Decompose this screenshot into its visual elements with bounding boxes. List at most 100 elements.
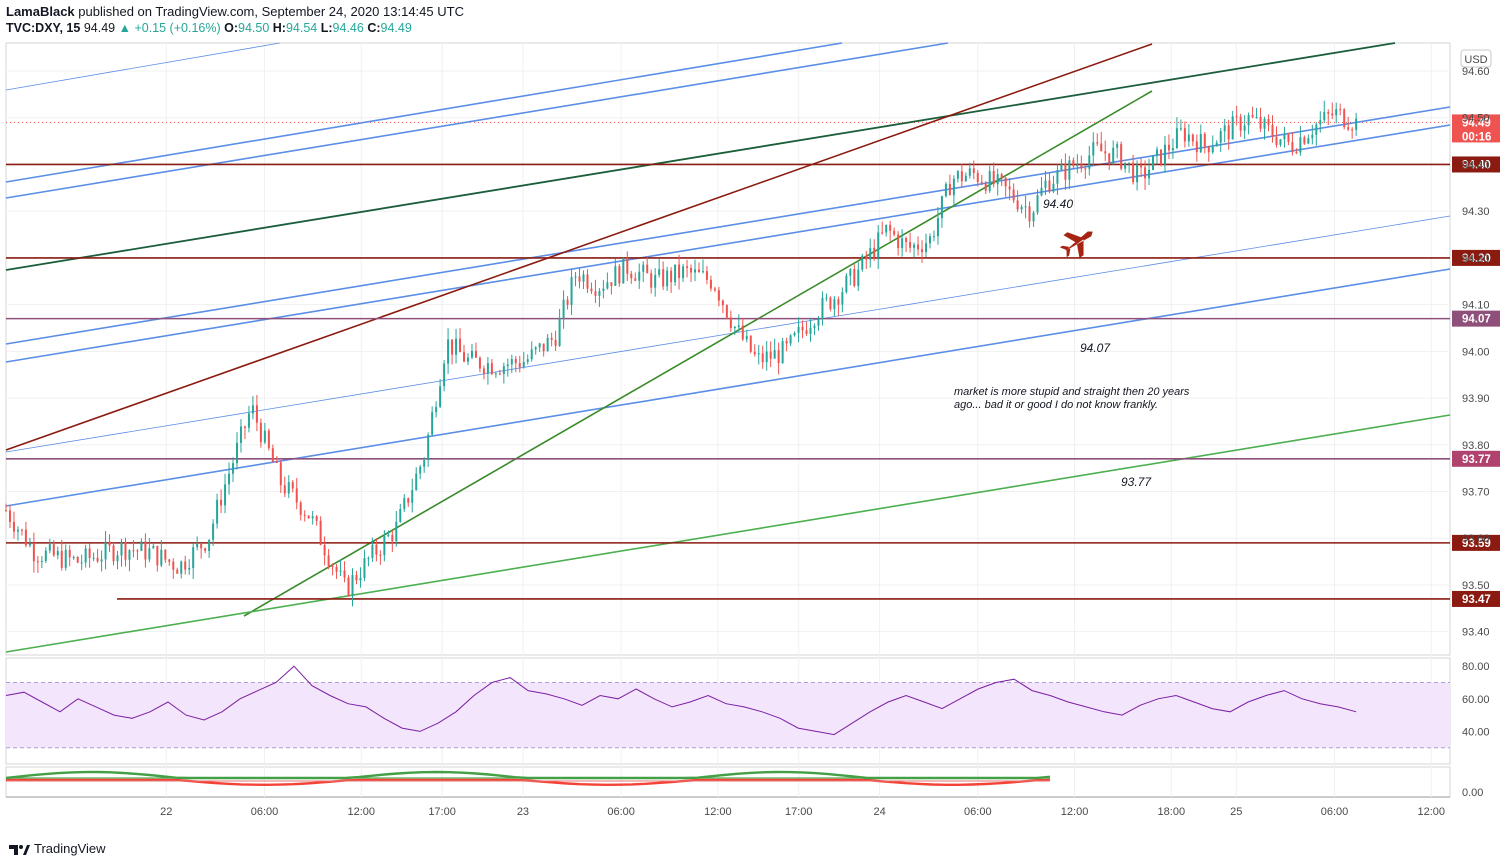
candle-body (1291, 141, 1294, 153)
close-value: 94.49 (380, 21, 412, 35)
candle-body (586, 274, 589, 289)
time-tick-label: 12:00 (1061, 806, 1089, 818)
candle-body (275, 462, 278, 464)
candle-body (630, 273, 633, 279)
tradingview-logo-icon (9, 844, 30, 855)
candle-body (889, 224, 892, 231)
candle-body (622, 257, 625, 284)
author-name[interactable]: LamaBlack (6, 4, 75, 19)
candle-body (1056, 170, 1059, 184)
candle-body (220, 499, 223, 506)
candle-body (817, 319, 820, 326)
candle-body (84, 548, 87, 563)
channel-line[interactable] (5, 106, 1451, 345)
candle-body (837, 299, 840, 305)
candle-body (674, 264, 677, 283)
price-tick-label: 94.40 (1462, 159, 1490, 171)
price-tick-label: 93.90 (1462, 393, 1490, 405)
candle-body (232, 463, 235, 474)
channel-line[interactable] (5, 124, 1451, 363)
candle-body (28, 543, 31, 546)
candle-body (439, 386, 442, 407)
candle-body (52, 544, 55, 556)
horizontal-levels[interactable]: 94.40 94.20 94.07 93.77 93.59 93.47 94.49 00:16 (6, 114, 1500, 607)
candle-body (411, 490, 414, 503)
footer-brand[interactable]: TradingView (34, 841, 106, 856)
candle-body (1187, 134, 1190, 142)
trend-line-green-low[interactable] (5, 414, 1451, 653)
price-axis[interactable]: 94.60 94.50 94.40 94.30 94.20 94.10 94.00 93.90… (1462, 66, 1490, 799)
candle-body (48, 544, 51, 551)
rsi-band (6, 682, 1450, 748)
candle-body (1024, 206, 1027, 208)
rsi-line (5, 665, 1357, 736)
candle-body (988, 170, 991, 191)
trend-line-brown[interactable] (5, 43, 1153, 451)
candle-body (506, 364, 509, 367)
candle-body (128, 550, 131, 560)
candle-body (1012, 189, 1015, 201)
candle-body (443, 363, 446, 387)
rsi-pane (5, 665, 1450, 749)
candle-body (1032, 212, 1035, 222)
annotations: 94.40 94.07 93.77 market is more stupid and… (954, 197, 1190, 489)
currency-badge[interactable] (1460, 49, 1492, 68)
candle-body (1351, 129, 1354, 131)
annotation-94-40: 94.40 (1043, 197, 1073, 211)
candle-body (1355, 118, 1358, 130)
candle-body (650, 273, 653, 288)
trend-line-green[interactable] (243, 90, 1153, 617)
candle-body (212, 523, 215, 540)
channel-line-thin[interactable] (5, 215, 1451, 453)
trend-line-dark[interactable] (5, 42, 1396, 271)
channel-line[interactable] (5, 42, 843, 183)
candle-body (455, 338, 458, 355)
price-level-tag (1452, 310, 1500, 327)
channel-line[interactable] (5, 268, 1451, 507)
symbol-label[interactable]: TVC:DXY, 15 (6, 21, 81, 35)
candle-body (542, 343, 545, 352)
candle-body (283, 485, 286, 494)
osc-tick-label: 0.00 (1462, 787, 1483, 799)
candle-body (869, 247, 872, 260)
candle-body (522, 361, 525, 368)
candle-body (1267, 119, 1270, 125)
candle-body (196, 543, 199, 548)
candle-body (785, 341, 788, 344)
time-axis[interactable]: 22 06:00 12:00 17:00 23 06:00 12:00 17:00 24 06:0… (160, 806, 1445, 818)
candle-body (1084, 168, 1087, 170)
candle-body (367, 557, 370, 559)
candle-body (295, 488, 298, 503)
candle-body (984, 183, 987, 191)
candle-body (909, 242, 912, 248)
time-tick-label: 17:00 (785, 806, 813, 818)
candle-body (1000, 174, 1003, 178)
candle-body (610, 282, 613, 286)
price-level-tag (1452, 534, 1500, 551)
candle-body (383, 536, 386, 556)
candle-body (1096, 142, 1099, 144)
price-change: +0.15 (+0.16%) (134, 21, 221, 35)
channel-line-thin[interactable] (5, 42, 281, 91)
candle-body (1068, 160, 1071, 180)
candle-body (701, 271, 704, 273)
price-level-tag-label: 93.59 (1462, 538, 1491, 550)
candle-body (682, 266, 685, 279)
candle-body (1116, 144, 1119, 148)
candle-body (873, 247, 876, 258)
candle-body (180, 561, 183, 574)
candle-body (1112, 147, 1115, 164)
osc-green-line (5, 770, 1051, 780)
price-tick-label: 94.30 (1462, 206, 1490, 218)
candles (5, 100, 1358, 607)
candle-body (530, 349, 533, 360)
candle-body (1203, 133, 1206, 147)
channel-line[interactable] (5, 42, 949, 199)
candle-body (932, 236, 935, 238)
candle-body (192, 547, 195, 569)
candle-body (793, 332, 796, 336)
open-label: O: (224, 21, 238, 35)
candle-body (459, 338, 462, 353)
airplane-icon (1059, 231, 1093, 259)
